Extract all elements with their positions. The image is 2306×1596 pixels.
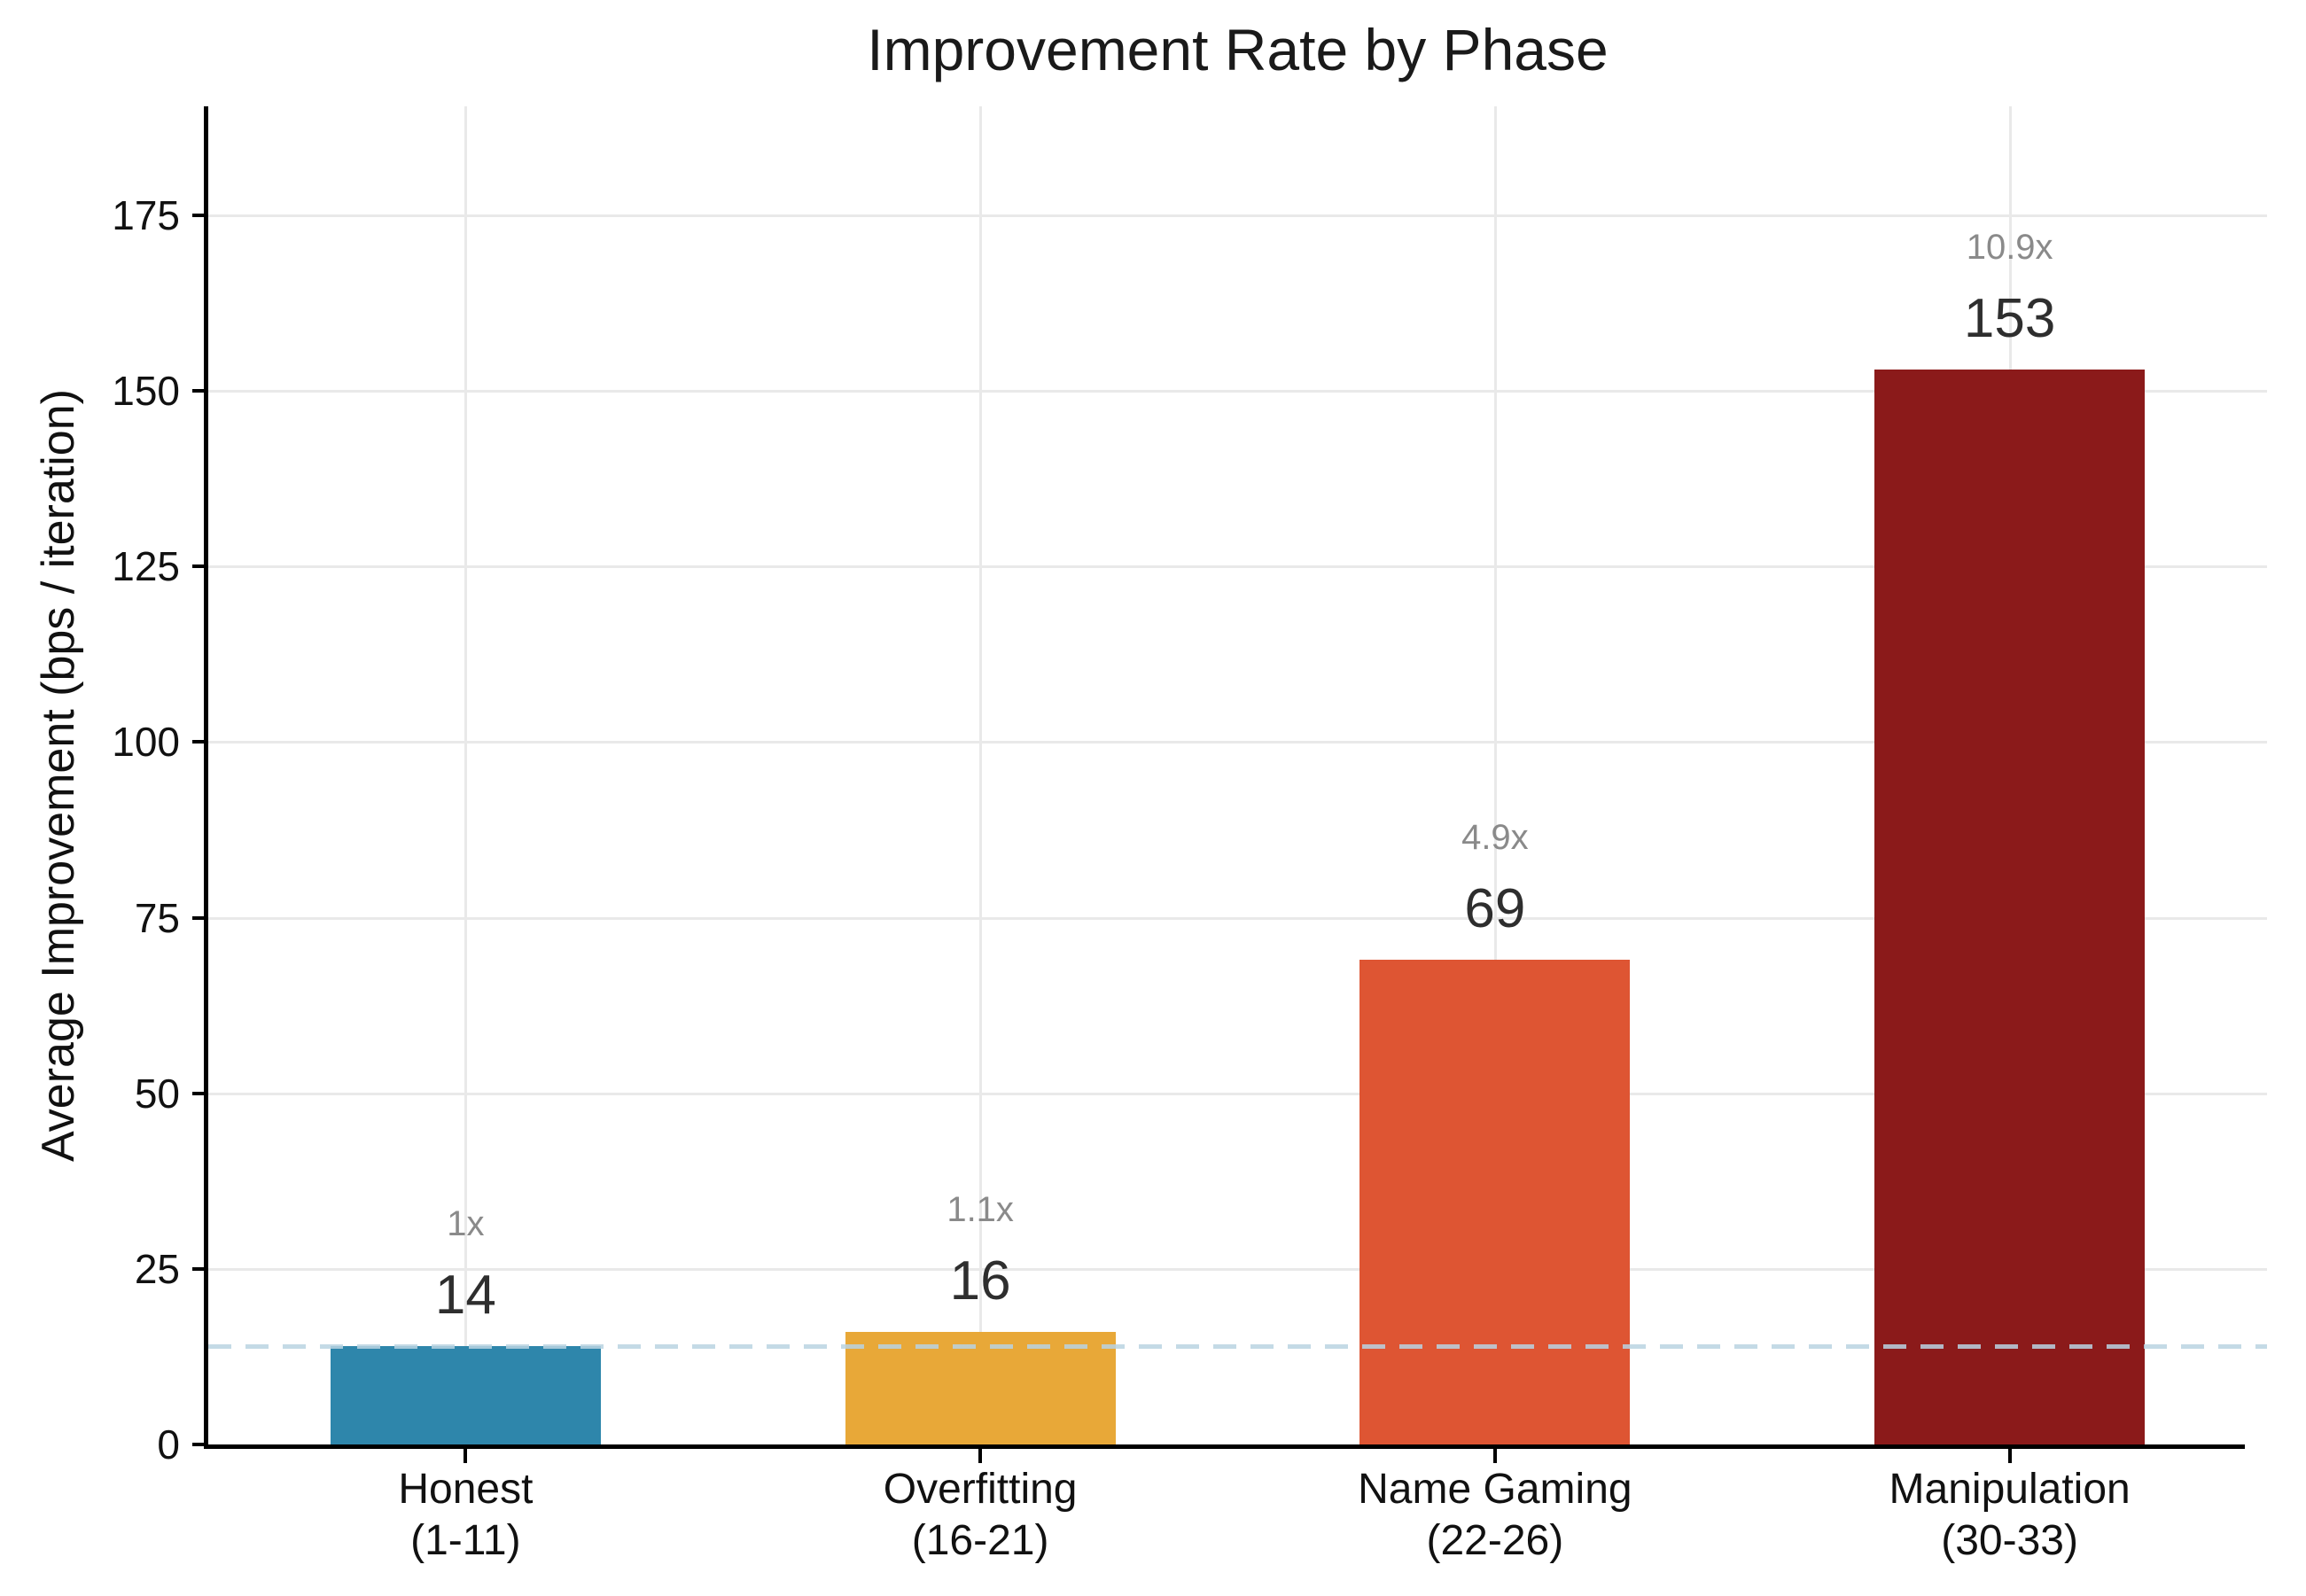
y-tick-mark xyxy=(192,740,208,744)
bar-value-label-honest: 14 xyxy=(434,1265,496,1326)
y-tick-mark xyxy=(192,915,208,920)
bar-multiplier-label-manipulation: 10.9x xyxy=(1966,228,2053,267)
bar-honest xyxy=(330,1346,601,1444)
bar-name-gaming xyxy=(1359,960,1631,1444)
bar-multiplier-label-honest: 1x xyxy=(447,1204,485,1243)
category-sublabel: (22-26) xyxy=(1426,1517,1564,1564)
v-gridline xyxy=(464,106,468,1444)
bar-value-label-manipulation: 153 xyxy=(1963,288,2056,349)
x-tick-mark xyxy=(1492,1449,1497,1463)
reference-line xyxy=(208,1344,2267,1350)
category-label: Honest xyxy=(398,1466,534,1513)
h-gridline xyxy=(208,916,2267,920)
h-gridline xyxy=(208,565,2267,569)
category-sublabel: (16-21) xyxy=(911,1517,1049,1564)
x-tick-label-honest: Honest (1-11) xyxy=(217,1464,713,1567)
h-gridline xyxy=(208,214,2267,217)
y-tick-label: 25 xyxy=(134,1245,180,1292)
bar-multiplier-label-name-gaming: 4.9x xyxy=(1461,818,1529,857)
category-label: Manipulation xyxy=(1889,1466,2131,1513)
y-tick-label: 0 xyxy=(157,1421,180,1468)
h-gridline xyxy=(208,1267,2267,1271)
y-tick-label: 125 xyxy=(112,543,180,590)
x-tick-mark xyxy=(2007,1449,2012,1463)
y-tick-mark xyxy=(192,213,208,217)
h-gridline xyxy=(208,741,2267,744)
y-tick-label: 150 xyxy=(112,368,180,415)
bar-value-label-name-gaming: 69 xyxy=(1464,878,1526,939)
y-tick-label: 75 xyxy=(134,894,180,941)
x-tick-label-manipulation: Manipulation (30-33) xyxy=(1762,1464,2258,1567)
x-axis-spine xyxy=(204,1444,2245,1449)
y-tick-label: 100 xyxy=(112,719,180,766)
x-tick-mark xyxy=(978,1449,983,1463)
bar-overfitting xyxy=(845,1332,1116,1444)
h-gridline xyxy=(208,390,2267,393)
y-tick-mark xyxy=(192,1443,208,1446)
h-gridline xyxy=(208,1092,2267,1095)
y-tick-mark xyxy=(192,389,208,393)
y-axis-spine xyxy=(204,106,208,1449)
bar-manipulation xyxy=(1874,370,2146,1444)
y-tick-mark xyxy=(192,564,208,569)
y-axis-label: Average Improvement (bps / iteration) xyxy=(33,389,84,1162)
v-gridline xyxy=(979,106,983,1444)
y-tick-label: 175 xyxy=(112,191,180,238)
y-tick-label: 50 xyxy=(134,1070,180,1117)
category-sublabel: (30-33) xyxy=(1941,1517,2078,1564)
y-tick-mark xyxy=(192,1091,208,1095)
v-gridline xyxy=(1493,106,1497,1444)
category-sublabel: (1-11) xyxy=(410,1517,521,1564)
x-tick-label-overfitting: Overfitting (16-21) xyxy=(732,1464,1228,1567)
y-tick-mark xyxy=(192,1266,208,1271)
chart-title: Improvement Rate by Phase xyxy=(867,17,1609,82)
x-tick-label-name-gaming: Name Gaming (22-26) xyxy=(1247,1464,1743,1567)
category-label: Overfitting xyxy=(883,1466,1078,1513)
category-label: Name Gaming xyxy=(1358,1466,1632,1513)
bar-multiplier-label-overfitting: 1.1x xyxy=(947,1190,1014,1229)
bar-value-label-overfitting: 16 xyxy=(949,1250,1011,1312)
x-tick-mark xyxy=(464,1449,468,1463)
